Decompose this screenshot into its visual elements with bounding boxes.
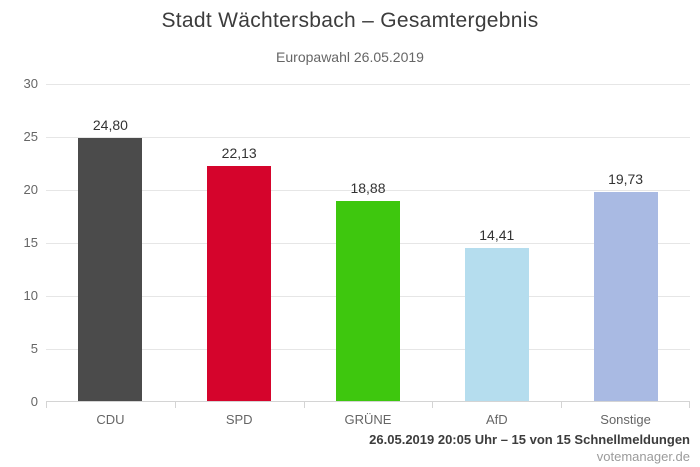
x-axis-tick (46, 402, 47, 408)
y-axis-tick-label: 30 (23, 76, 38, 91)
y-axis-tick-label: 10 (23, 288, 38, 303)
y-axis-tick-label: 5 (30, 341, 38, 356)
x-axis-tick (689, 402, 690, 408)
x-axis-tick (561, 402, 563, 408)
bar-value-label: 14,41 (479, 227, 515, 243)
bar-value-label: 22,13 (221, 145, 257, 161)
status-text: 26.05.2019 20:05 Uhr – 15 von 15 Schnell… (369, 432, 690, 447)
x-axis-tick (432, 402, 434, 408)
x-axis-category-label: CDU (96, 412, 125, 427)
grid-line (46, 189, 690, 191)
bar-afd[interactable] (464, 248, 529, 401)
x-axis-category-label: AfD (485, 412, 508, 427)
x-axis-tick (303, 402, 305, 408)
y-axis-tick-label: 0 (30, 394, 38, 409)
bar-spd[interactable] (207, 166, 272, 401)
x-axis-category-label: Sonstige (600, 412, 651, 427)
bar-value-label: 24,80 (92, 117, 128, 133)
watermark-link[interactable]: votemanager.de (596, 449, 690, 464)
grid-line (46, 136, 690, 138)
x-axis-line (46, 401, 690, 402)
bar-cdu[interactable] (78, 138, 143, 401)
bar-value-label: 18,88 (350, 180, 386, 196)
bar-sonstige[interactable] (593, 192, 658, 401)
chart-title: Stadt Wächtersbach – Gesamtergebnis (161, 9, 539, 32)
y-axis-tick-label: 20 (23, 182, 38, 197)
chart-subtitle: Europawahl 26.05.2019 (276, 49, 424, 65)
bar-grune[interactable] (336, 201, 400, 401)
x-axis-tick (174, 402, 176, 408)
x-axis-category-label: GRÜNE (344, 412, 392, 427)
bar-value-label: 19,73 (608, 171, 644, 187)
x-axis-category-label: SPD (225, 412, 253, 427)
plot-area: 0 5 10 15 20 25 30 24,80 CDU 22,13 SPD 18,88 GRÜNE 14… (24, 76, 690, 427)
y-axis-tick-label: 25 (23, 129, 38, 144)
grid-line (46, 83, 690, 85)
y-axis-tick-label: 15 (23, 235, 38, 250)
